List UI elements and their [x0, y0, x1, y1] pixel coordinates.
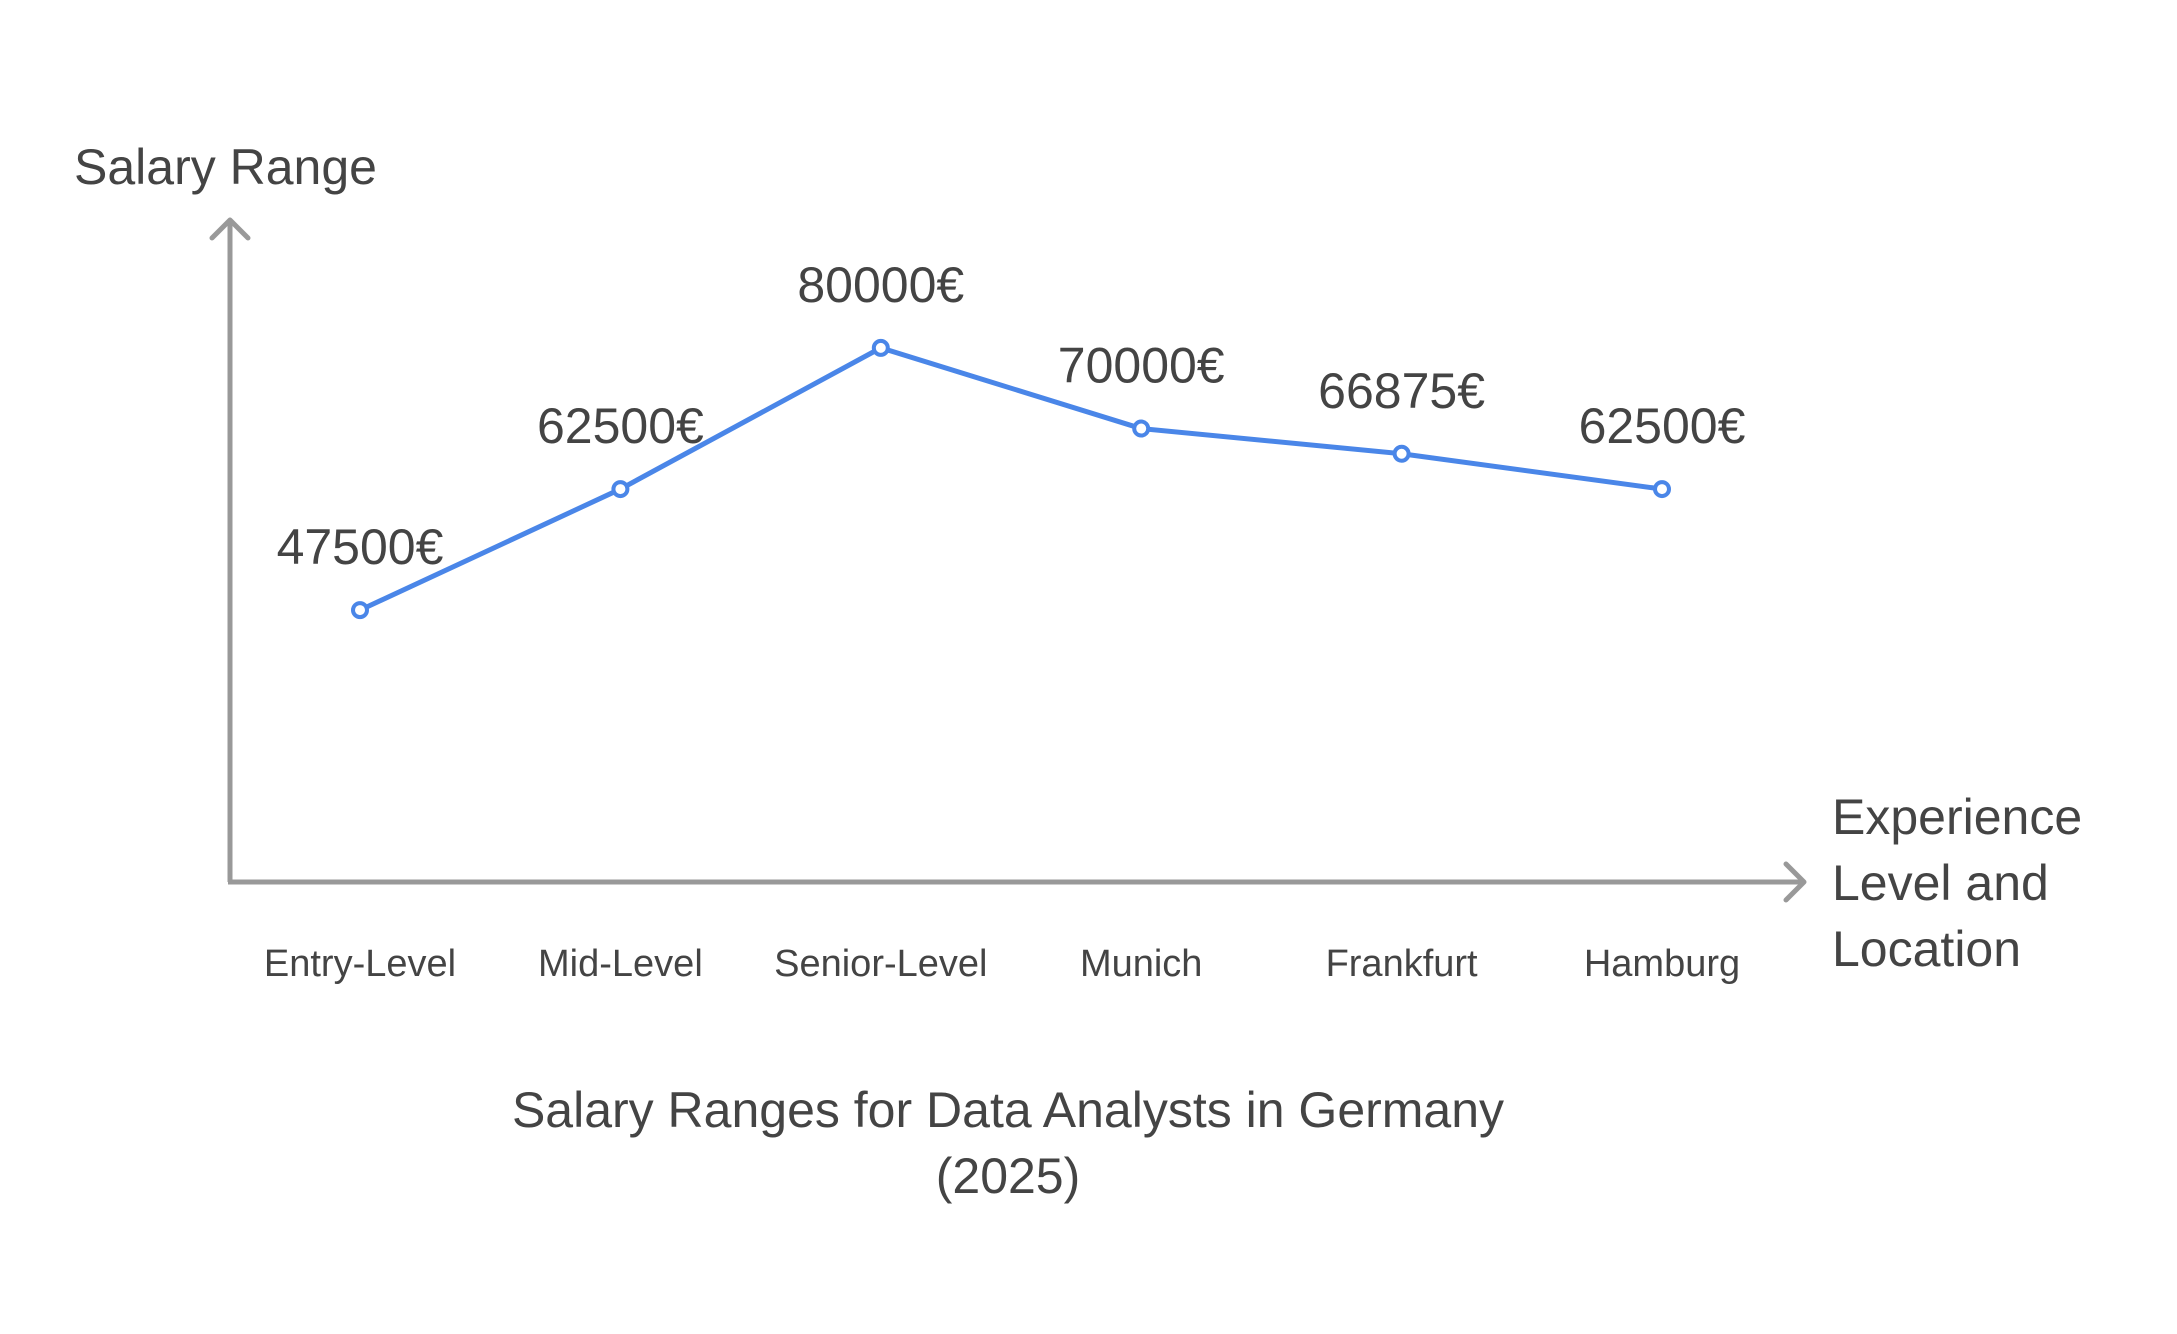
data-point	[1392, 444, 1411, 463]
x-axis-arrow-icon	[1783, 861, 1807, 903]
x-tick-label: Munich	[1080, 943, 1203, 985]
y-axis-arrow-icon	[209, 217, 251, 241]
x-tick-labels: Entry-Level Mid-Level Senior-Level Munich Fr…	[264, 943, 1740, 985]
y-axis-title: Salary Range	[74, 139, 377, 195]
y-axis	[209, 217, 251, 882]
data-label: 62500€	[537, 398, 704, 454]
series-path	[358, 345, 1663, 613]
x-axis-title-line: Level and	[1832, 855, 2049, 911]
series-line: 47500€ 62500€ 80000€ 70000€ 66875€ 62500€	[277, 257, 1746, 620]
chart-title-line: (2025)	[936, 1148, 1081, 1204]
x-tick-label: Entry-Level	[264, 943, 456, 985]
data-label: 62500€	[1579, 398, 1746, 454]
data-label: 80000€	[797, 257, 964, 313]
x-axis-title-line: Location	[1832, 921, 2021, 977]
data-label: 70000€	[1058, 338, 1225, 394]
data-point	[871, 338, 890, 357]
data-point	[1653, 480, 1671, 499]
data-point	[351, 601, 369, 620]
x-axis-title-line: Experience	[1832, 789, 2082, 845]
x-tick-label: Mid-Level	[538, 943, 703, 985]
chart-title: Salary Ranges for Data Analysts in Germa…	[512, 1082, 1504, 1204]
data-point	[611, 480, 630, 499]
data-point	[1132, 419, 1151, 438]
data-label: 47500€	[277, 519, 444, 575]
x-axis-title: Experience Level and Location	[1832, 789, 2082, 977]
x-tick-label: Senior-Level	[774, 943, 987, 985]
x-tick-label: Hamburg	[1584, 943, 1740, 985]
data-label: 66875€	[1318, 363, 1485, 419]
x-tick-label: Frankfurt	[1326, 943, 1478, 985]
chart-title-line: Salary Ranges for Data Analysts in Germa…	[512, 1082, 1504, 1138]
x-axis	[228, 861, 1807, 903]
